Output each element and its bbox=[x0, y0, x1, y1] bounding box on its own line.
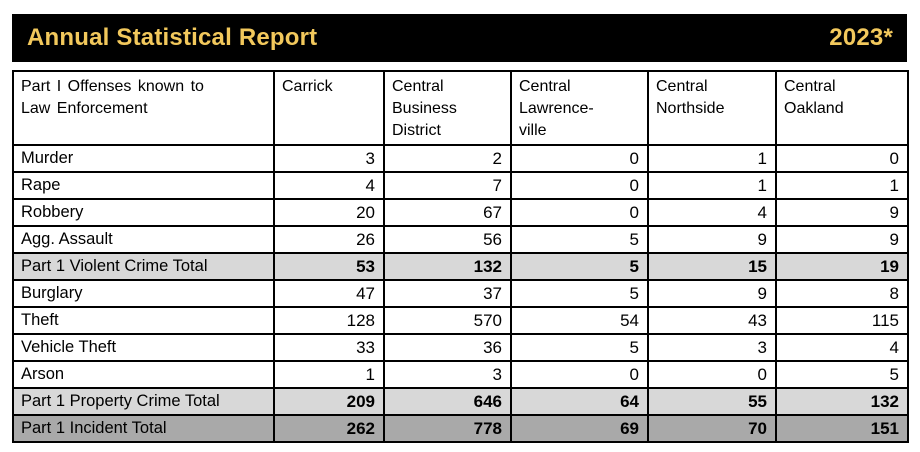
cell-value: 262 bbox=[273, 414, 385, 444]
cell-value: 0 bbox=[647, 360, 777, 390]
cell-value: 36 bbox=[383, 333, 512, 363]
cell-value: 64 bbox=[510, 387, 649, 417]
cell-value: 128 bbox=[273, 306, 385, 336]
cell-value: 1 bbox=[273, 360, 385, 390]
cell-value: 1 bbox=[647, 144, 777, 174]
cell-value: 1 bbox=[647, 171, 777, 201]
row-label: Part 1 Property Crime Total bbox=[12, 387, 275, 417]
table-row-agg-assault: Agg. Assault 26 56 5 9 9 bbox=[12, 225, 909, 255]
column-header-central-lawrenceville: Central Lawrence- ville bbox=[510, 69, 649, 147]
row-label: Part 1 Violent Crime Total bbox=[12, 252, 275, 282]
cell-value: 4 bbox=[273, 171, 385, 201]
cell-value: 47 bbox=[273, 279, 385, 309]
table-row-vehicle-theft: Vehicle Theft 33 36 5 3 4 bbox=[12, 333, 909, 363]
cell-value: 132 bbox=[383, 252, 512, 282]
table-row-incident-total: Part 1 Incident Total 262 778 69 70 151 bbox=[12, 414, 909, 444]
cell-value: 70 bbox=[647, 414, 777, 444]
cell-value: 3 bbox=[383, 360, 512, 390]
cell-value: 53 bbox=[273, 252, 385, 282]
table-row-property-crime-total: Part 1 Property Crime Total 209 646 64 5… bbox=[12, 387, 909, 417]
cell-value: 5 bbox=[775, 360, 909, 390]
cell-value: 9 bbox=[647, 225, 777, 255]
cell-value: 26 bbox=[273, 225, 385, 255]
cell-value: 8 bbox=[775, 279, 909, 309]
cell-value: 0 bbox=[510, 144, 649, 174]
cell-value: 55 bbox=[647, 387, 777, 417]
row-label: Theft bbox=[12, 306, 275, 336]
table-row-theft: Theft 128 570 54 43 115 bbox=[12, 306, 909, 336]
cell-value: 7 bbox=[383, 171, 512, 201]
table-row-burglary: Burglary 47 37 5 9 8 bbox=[12, 279, 909, 309]
cell-value: 9 bbox=[775, 198, 909, 228]
cell-value: 0 bbox=[510, 198, 649, 228]
cell-value: 4 bbox=[647, 198, 777, 228]
cell-value: 43 bbox=[647, 306, 777, 336]
cell-value: 15 bbox=[647, 252, 777, 282]
report-year: 2023* bbox=[829, 24, 893, 51]
cell-value: 132 bbox=[775, 387, 909, 417]
cell-value: 4 bbox=[775, 333, 909, 363]
cell-value: 5 bbox=[510, 225, 649, 255]
cell-value: 570 bbox=[383, 306, 512, 336]
cell-value: 54 bbox=[510, 306, 649, 336]
cell-value: 0 bbox=[775, 144, 909, 174]
cell-value: 5 bbox=[510, 252, 649, 282]
cell-value: 5 bbox=[510, 333, 649, 363]
column-header-offenses: Part I Offenses known to Law Enforcement bbox=[12, 69, 275, 147]
column-header-central-northside: Central Northside bbox=[647, 69, 777, 147]
row-label: Agg. Assault bbox=[12, 225, 275, 255]
cell-value: 5 bbox=[510, 279, 649, 309]
cell-value: 209 bbox=[273, 387, 385, 417]
row-label: Arson bbox=[12, 360, 275, 390]
table-row-rape: Rape 4 7 0 1 1 bbox=[12, 171, 909, 201]
cell-value: 33 bbox=[273, 333, 385, 363]
table-header-row: Part I Offenses known to Law Enforcement… bbox=[12, 69, 909, 147]
cell-value: 3 bbox=[273, 144, 385, 174]
row-label: Rape bbox=[12, 171, 275, 201]
cell-value: 2 bbox=[383, 144, 512, 174]
table-row-violent-crime-total: Part 1 Violent Crime Total 53 132 5 15 1… bbox=[12, 252, 909, 282]
column-header-central-oakland: Central Oakland bbox=[775, 69, 909, 147]
cell-value: 56 bbox=[383, 225, 512, 255]
cell-value: 0 bbox=[510, 360, 649, 390]
cell-value: 0 bbox=[510, 171, 649, 201]
cell-value: 37 bbox=[383, 279, 512, 309]
offenses-table: Part I Offenses known to Law Enforcement… bbox=[12, 69, 909, 444]
cell-value: 646 bbox=[383, 387, 512, 417]
column-header-central-business-district: Central Business District bbox=[383, 69, 512, 147]
table-row-arson: Arson 1 3 0 0 5 bbox=[12, 360, 909, 390]
report-title-bar: Annual Statistical Report 2023* bbox=[12, 14, 907, 62]
cell-value: 67 bbox=[383, 198, 512, 228]
cell-value: 778 bbox=[383, 414, 512, 444]
row-label: Burglary bbox=[12, 279, 275, 309]
cell-value: 151 bbox=[775, 414, 909, 444]
row-label: Vehicle Theft bbox=[12, 333, 275, 363]
table-row-robbery: Robbery 20 67 0 4 9 bbox=[12, 198, 909, 228]
cell-value: 115 bbox=[775, 306, 909, 336]
row-label: Part 1 Incident Total bbox=[12, 414, 275, 444]
cell-value: 9 bbox=[775, 225, 909, 255]
cell-value: 9 bbox=[647, 279, 777, 309]
table-row-murder: Murder 3 2 0 1 0 bbox=[12, 144, 909, 174]
column-header-carrick: Carrick bbox=[273, 69, 385, 147]
cell-value: 69 bbox=[510, 414, 649, 444]
row-label: Murder bbox=[12, 144, 275, 174]
cell-value: 19 bbox=[775, 252, 909, 282]
cell-value: 20 bbox=[273, 198, 385, 228]
cell-value: 3 bbox=[647, 333, 777, 363]
report-title: Annual Statistical Report bbox=[27, 24, 318, 51]
row-label: Robbery bbox=[12, 198, 275, 228]
cell-value: 1 bbox=[775, 171, 909, 201]
